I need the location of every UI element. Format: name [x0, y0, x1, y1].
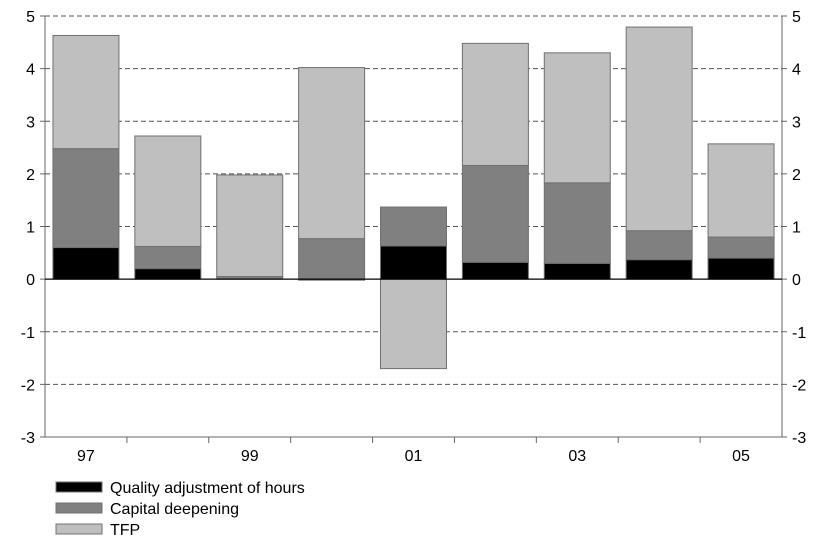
y-tick-label-right: -3: [792, 430, 806, 447]
legend-label-tfp: TFP: [110, 522, 140, 539]
bar-quality-adjustment-of-hours-01: [380, 245, 447, 280]
legend-swatch-quality-adjustment-of-hours: [55, 481, 103, 493]
bar-quality-adjustment-of-hours-04: [625, 259, 693, 280]
bar-tfp-01: [380, 278, 447, 370]
x-tick-label-99: 99: [241, 448, 259, 465]
bar-capital-deepening-00: [298, 238, 366, 280]
bar-capital-deepening-03: [543, 182, 611, 264]
bar-capital-deepening-02: [461, 164, 529, 263]
y-tick-label-left: -1: [21, 325, 35, 342]
y-tick-label-left: 5: [26, 9, 35, 26]
legend: Quality adjustment of hours Capital deepe…: [55, 480, 305, 539]
legend-label-capital-deepening: Capital deepening: [110, 501, 239, 518]
y-tick-label-right: -2: [792, 377, 806, 394]
legend-label-quality-adjustment-of-hours: Quality adjustment of hours: [110, 480, 305, 497]
y-tick-label-left: 3: [26, 114, 35, 131]
bars: [52, 26, 775, 370]
legend-swatch-tfp: [55, 523, 103, 535]
y-tick-label-right: 0: [792, 272, 801, 289]
y-tick-label-right: 5: [792, 9, 801, 26]
bar-quality-adjustment-of-hours-02: [461, 261, 529, 280]
y-tick-label-right: 4: [792, 62, 801, 79]
bar-tfp-00: [298, 67, 366, 240]
y-tick-label-right: 1: [792, 220, 801, 237]
bar-tfp-97: [52, 34, 120, 150]
bar-tfp-05: [707, 143, 775, 238]
bar-capital-deepening-01: [380, 206, 447, 247]
bar-quality-adjustment-of-hours-03: [543, 262, 611, 280]
x-tick-label-97: 97: [77, 448, 95, 465]
bar-capital-deepening-05: [707, 236, 775, 259]
bar-capital-deepening-97: [52, 148, 120, 249]
legend-swatch-capital-deepening: [55, 502, 103, 514]
bar-quality-adjustment-of-hours-97: [52, 247, 120, 280]
y-tick-label-left: 0: [26, 272, 35, 289]
x-tick-label-01: 01: [405, 448, 423, 465]
y-tick-label-right: -1: [792, 325, 806, 342]
bar-tfp-99: [216, 174, 284, 277]
x-tick-label-05: 05: [732, 448, 750, 465]
y-tick-label-left: -3: [21, 430, 35, 447]
bar-tfp-04: [625, 26, 693, 232]
y-tick-label-right: 3: [792, 114, 801, 131]
bar-tfp-02: [461, 42, 529, 166]
tick-labels: -3 -3-2 -2-1 -10 01 12 23 34 45 597 99 01 03 05: [21, 9, 807, 465]
bar-tfp-98: [134, 135, 202, 247]
bar-quality-adjustment-of-hours-98: [134, 268, 202, 280]
bar-tfp-03: [543, 52, 611, 184]
y-tick-label-left: 4: [26, 62, 35, 79]
bar-capital-deepening-04: [625, 230, 693, 261]
bar-capital-deepening-98: [134, 245, 202, 270]
y-tick-label-left: -2: [21, 377, 35, 394]
y-tick-label-left: 1: [26, 220, 35, 237]
y-tick-label-left: 2: [26, 167, 35, 184]
bar-quality-adjustment-of-hours-05: [707, 257, 775, 280]
x-tick-label-03: 03: [568, 448, 586, 465]
y-tick-label-right: 2: [792, 167, 801, 184]
axes: [40, 15, 787, 443]
